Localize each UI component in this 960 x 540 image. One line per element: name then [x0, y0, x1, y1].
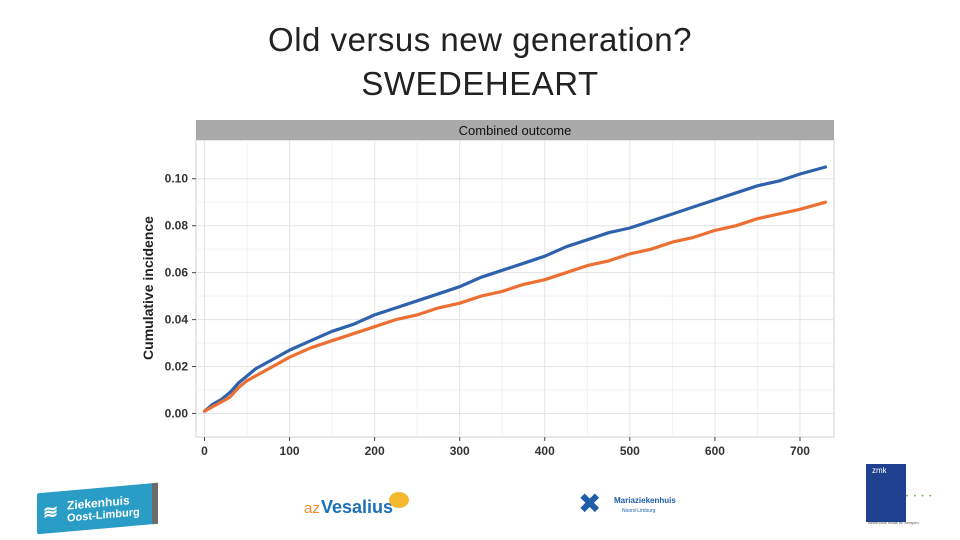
- mariaziekenhuis-name: Mariaziekenhuis: [614, 496, 676, 505]
- series-line-new-generation: [202, 200, 828, 413]
- zol-wave-icon: ≋: [43, 501, 59, 524]
- zmk-logo: zmk • • • • ziekenhuis maas en kempen: [866, 464, 942, 528]
- x-tick-label: 200: [365, 444, 385, 458]
- zmk-caption: ziekenhuis maas en kempen: [868, 520, 919, 525]
- y-tick-label: 0.04: [165, 313, 189, 327]
- y-axis-label: Cumulative incidence: [140, 216, 156, 360]
- x-tick-label: 0: [201, 444, 208, 458]
- zmk-short: zmk: [872, 466, 887, 475]
- zol-logo-stripe: [152, 482, 158, 525]
- vesalius-name: Vesalius: [321, 497, 394, 517]
- slide-title-line1: Old versus new generation?: [268, 21, 692, 58]
- facet-strip: [196, 120, 834, 140]
- x-tick-label: 700: [790, 444, 810, 458]
- y-tick-label: 0.02: [165, 360, 189, 374]
- vesalius-prefix: az: [304, 500, 320, 517]
- bee-icon: [389, 492, 409, 508]
- az-vesalius-logo: az Vesalius: [304, 492, 414, 522]
- x-tick-label: 400: [535, 444, 555, 458]
- chart-title: Combined outcome: [459, 123, 572, 138]
- series-line-old-generation: [202, 165, 828, 413]
- zmk-dots-icon: • • • •: [906, 494, 934, 500]
- mariaziekenhuis-sub: Noord-Limburg: [622, 508, 656, 514]
- x-tick-label: 300: [450, 444, 470, 458]
- zmk-logo-box: zmk: [866, 464, 906, 522]
- y-tick-label: 0.10: [165, 172, 189, 186]
- y-tick-label: 0.06: [165, 266, 189, 280]
- slide-title-line2: SWEDEHEART: [361, 65, 599, 102]
- cross-icon: ✖: [578, 488, 602, 519]
- x-tick-label: 600: [705, 444, 725, 458]
- x-tick-label: 500: [620, 444, 640, 458]
- y-tick-label: 0.08: [165, 219, 189, 233]
- mariaziekenhuis-logo: ✖ Mariaziekenhuis Noord-Limburg: [576, 490, 696, 520]
- y-tick-label: 0.00: [165, 407, 189, 421]
- x-tick-label: 100: [280, 444, 300, 458]
